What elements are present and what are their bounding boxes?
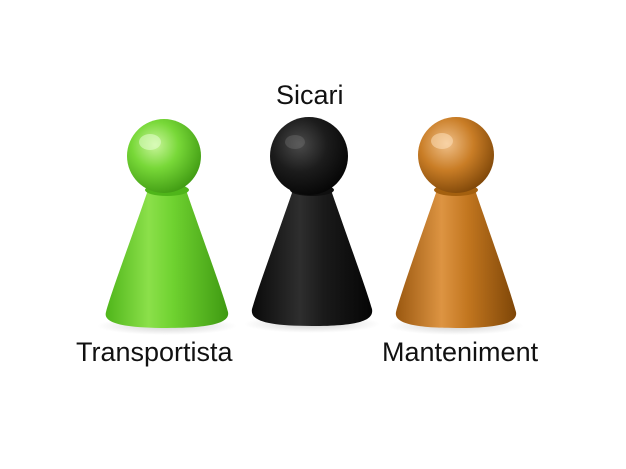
- label-transportista: Transportista: [76, 337, 233, 367]
- pawn-green: [97, 119, 237, 335]
- label-manteniment: Manteniment: [382, 337, 539, 367]
- pawn-orange: [388, 117, 524, 335]
- label-sicari: Sicari: [276, 80, 344, 110]
- pawn-black: [244, 117, 380, 333]
